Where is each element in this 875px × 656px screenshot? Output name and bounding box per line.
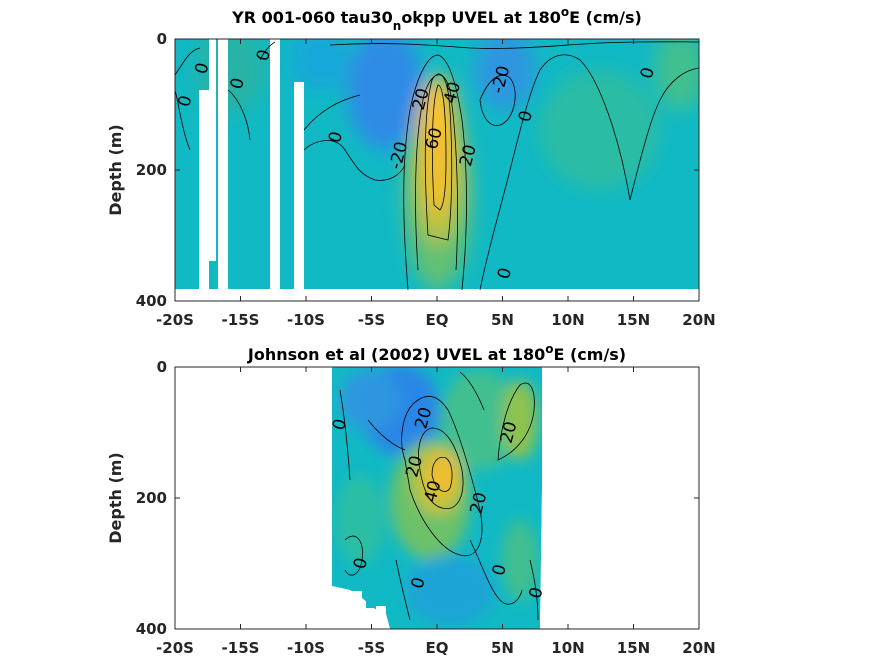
top-contour-label: 0 [227,76,249,92]
top-x-tick-label: 10N [551,311,584,329]
top-contour-label: 0 [191,61,213,77]
bottom-contour-label: 0 [408,575,430,591]
top-y-tick-label: 0 [157,30,167,48]
bottom-title: Johnson et al (2002) UVEL at 180oE (cm/s… [247,342,626,364]
bottom-x-tick-label: -5S [358,639,385,656]
bottom-y-tick-label: 200 [136,489,167,507]
top-x-tick-label: EQ [426,311,449,329]
top-contour-label: 0 [253,48,275,64]
top-ylabel: Depth (m) [106,124,125,216]
top-x-tick-label: 20N [682,311,715,329]
bottom-contours [339,371,539,621]
bottom-y-tick-label: 0 [157,358,167,376]
top-x-tick-label: -15S [222,311,260,329]
top-x-tick-label: 5N [491,311,514,329]
top-y-tick-label: 200 [136,161,167,179]
top-contours [175,41,699,291]
top-x-tick-label: -10S [287,311,325,329]
top-heatmap-field [175,39,699,301]
bottom-y-tick-label: 400 [136,620,167,638]
top-x-tick-label: 15N [617,311,650,329]
bottom-contour-label: 0 [525,585,547,601]
bottom-panel: -20S -15S -10S -5S EQ 5N 10N 15N 20N 0 200 400 0 202… [106,342,716,656]
top-x-tick-label: -20S [156,311,194,329]
top-contour-label: 0 [174,93,196,109]
top-contour-label: 0 [637,65,659,81]
bottom-x-tick-label: EQ [426,639,449,656]
bottom-x-tick-label: 10N [551,639,584,656]
top-y-tick-label: 400 [136,292,167,310]
bottom-x-tick-label: 20N [682,639,715,656]
top-contour-label: 0 [325,129,347,145]
bottom-contour-label: 0 [329,417,351,433]
bottom-ticks: -20S -15S -10S -5S EQ 5N 10N 15N 20N 0 200 400 [136,358,716,656]
top-title: YR 001-060 tau30nokpp UVEL at 180oE (cm/… [231,5,642,33]
bottom-contour-label: 0 [350,556,372,572]
bottom-x-tick-label: -15S [222,639,260,656]
bottom-x-tick-label: 15N [617,639,650,656]
top-x-tick-label: -5S [358,311,385,329]
bottom-x-tick-label: 5N [491,639,514,656]
top-contour-label: 0 [494,266,516,282]
top-contour-label: 0 [515,108,537,124]
bottom-x-tick-label: -20S [156,639,194,656]
bottom-x-tick-label: -10S [287,639,325,656]
top-ticks: -20S -15S -10S -5S EQ 5N 10N 15N 20N 0 200 400 [136,30,716,329]
bottom-heatmap-field [175,367,699,629]
bottom-ylabel: Depth (m) [106,452,125,544]
bottom-contour-label: 0 [489,562,511,578]
